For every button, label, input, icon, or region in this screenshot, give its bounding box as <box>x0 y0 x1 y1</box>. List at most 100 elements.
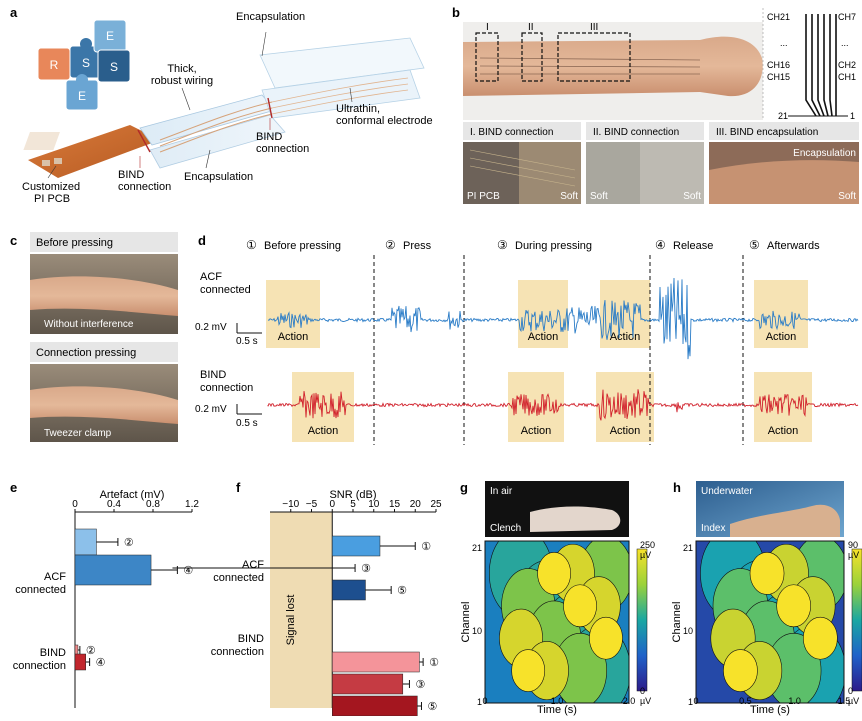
x-tick-label: 15 <box>389 499 401 510</box>
leader-line <box>181 87 191 111</box>
contour-level <box>749 552 785 595</box>
bar <box>332 695 418 717</box>
scale-label-left: 21 <box>778 111 788 121</box>
action-label: Action <box>278 331 309 343</box>
panel-letter-f: f <box>236 480 241 495</box>
h-photo-label: Underwater <box>701 486 753 497</box>
group-label: BIND <box>40 647 66 659</box>
heatmap-plot <box>485 541 629 703</box>
panel-letter-a: a <box>10 5 18 20</box>
label-connection-left: connection <box>118 181 171 193</box>
contour-level <box>589 616 623 660</box>
x-axis-label: Artefact (mV) <box>100 489 165 501</box>
x-tick-label: −10 <box>282 499 299 510</box>
y-tick-label: 21 <box>683 543 693 553</box>
contour-level <box>563 584 597 628</box>
label-bind-right: BIND <box>256 131 282 143</box>
panel-b: b I II III CH21 ... CH16 CH15 CH7 .. <box>452 5 859 204</box>
device-illustration <box>23 37 425 178</box>
group-label: connected <box>15 584 66 596</box>
leader-line <box>205 149 211 169</box>
bar <box>332 535 381 557</box>
x-tick-label: −5 <box>306 499 318 510</box>
x-tick-label: 0 <box>72 499 78 510</box>
scale-label-right: 1 <box>850 111 855 121</box>
phase-marker: ④ <box>96 657 106 669</box>
colorbar-unit-label: µV <box>640 696 651 706</box>
contour-level <box>802 616 838 660</box>
region-label-i: I <box>486 22 489 33</box>
colorbar-unit-label: µV <box>640 550 651 560</box>
action-label: Action <box>528 331 559 343</box>
x-axis-label: Time (s) <box>750 704 790 716</box>
label-encapsulation-bottom: Encapsulation <box>184 171 253 183</box>
action-box <box>266 280 320 348</box>
contour-level <box>723 649 758 692</box>
y-axis-label: Channel <box>671 602 683 643</box>
bar <box>74 653 86 671</box>
bar <box>332 673 404 695</box>
y-axis-label: Channel <box>460 602 472 643</box>
b-sub-left: PI PCB <box>467 191 500 202</box>
phase-number: ④ <box>655 238 666 252</box>
channel-label: CH2 <box>838 60 856 70</box>
puzzle-icon: R S S E E <box>37 19 131 111</box>
x-tick-label: 5 <box>350 499 356 510</box>
channel-label: CH16 <box>767 60 790 70</box>
label-thick: Thick, <box>167 63 196 75</box>
bar <box>74 554 152 586</box>
colorbar-max-label: 90 <box>848 540 858 550</box>
bind-signal-trace <box>267 389 859 421</box>
puzzle-label-r: R <box>50 58 59 72</box>
panel-letter-d: d <box>198 233 206 248</box>
phase-marker: ① <box>421 541 431 553</box>
phase-marker: ① <box>429 657 439 669</box>
x-tick-label: 0 <box>693 696 698 706</box>
action-label: Action <box>766 331 797 343</box>
puzzle-label-s2: S <box>110 60 118 74</box>
puzzle-label-e1: E <box>106 29 114 43</box>
channel-label: ... <box>841 38 849 48</box>
colorbar-min-label: 0 <box>640 686 645 696</box>
leader-line <box>261 31 267 57</box>
phase-marker: ④ <box>183 565 193 577</box>
channel-label: CH15 <box>767 72 790 82</box>
x-tick-label: 0 <box>329 499 335 510</box>
b-sub-3: III. BIND encapsulation Encapsulation So… <box>709 122 859 204</box>
phase-label: Before pressing <box>264 240 341 252</box>
group-label: connected <box>213 572 264 584</box>
phase-marker: ⑤ <box>427 701 437 713</box>
label-ultrathin: Ultrathin, <box>336 103 380 115</box>
bar <box>332 579 366 601</box>
phase-label: Afterwards <box>767 240 820 252</box>
b-sub-top: Encapsulation <box>793 148 856 159</box>
g-photo-label: In air <box>490 486 513 497</box>
bar <box>332 651 420 673</box>
leader-line <box>47 165 57 179</box>
signal-lost-label: Signal lost <box>285 595 297 646</box>
phase-label: Release <box>673 240 713 252</box>
colorbar <box>636 548 648 692</box>
bind-label-2: connection <box>200 382 253 394</box>
x-tick-label: 2.0 <box>623 696 636 706</box>
y-tick-label: 21 <box>472 543 482 553</box>
panel-letter-b: b <box>452 5 460 20</box>
colorbar-unit-label: µV <box>848 550 859 560</box>
b-sub-title: III. BIND encapsulation <box>716 127 818 138</box>
group-label: connection <box>13 660 66 672</box>
b-sub-2: II. BIND connection Soft Soft <box>586 122 704 204</box>
group-label: ACF <box>44 571 66 583</box>
channel-label: CH21 <box>767 12 790 22</box>
b-sub-1: I. BIND connection PI PCB Soft <box>463 122 581 204</box>
panel-letter-e: e <box>10 480 17 495</box>
action-box <box>600 280 650 348</box>
phase-number: ⑤ <box>749 238 760 252</box>
panel-h: h Underwater Index Time (s) Channel 0 0.5 1.… <box>671 480 862 716</box>
channel-label: ... <box>780 38 788 48</box>
phase-marker: ③ <box>415 679 425 691</box>
c-bottom-title: Connection pressing <box>36 347 136 359</box>
region-iii-box <box>557 32 631 82</box>
acf-label-2: connected <box>200 284 251 296</box>
contour-level <box>776 584 811 628</box>
